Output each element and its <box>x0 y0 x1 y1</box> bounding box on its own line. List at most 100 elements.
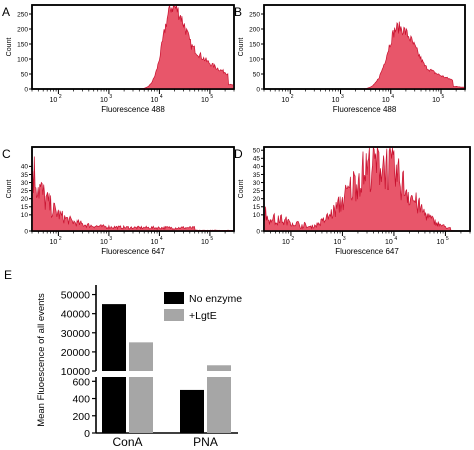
panel-letter: C <box>2 147 11 161</box>
x-tick-exponent: 5 <box>442 94 445 100</box>
x-tick-label: 10 <box>151 239 159 246</box>
y-tick-label: 50 <box>253 148 261 155</box>
x-tick-label: 10 <box>50 97 58 104</box>
x-tick-label: 10 <box>151 97 159 104</box>
x-tick-exponent: 4 <box>160 236 163 242</box>
y-tick-label: 100 <box>17 56 28 63</box>
y-tick-label: 600 <box>72 376 90 388</box>
x-tick-exponent: 4 <box>391 94 394 100</box>
y-tick-label: 25 <box>253 188 261 195</box>
x-tick-label: 10 <box>334 239 342 246</box>
x-tick-exponent: 3 <box>109 236 112 242</box>
x-tick-label: 10 <box>382 97 390 104</box>
bar-cona-lgte <box>129 342 153 433</box>
bar-pna-no-enzyme <box>180 389 204 433</box>
x-tick-exponent: 5 <box>210 94 213 100</box>
x-tick-label: 10 <box>437 239 445 246</box>
y-tick-label: 0 <box>24 86 28 93</box>
y-tick-label: 30000 <box>61 328 90 340</box>
y-tick-label: 30 <box>253 180 261 187</box>
x-tick-exponent: 4 <box>394 236 397 242</box>
x-tick-exponent: 2 <box>59 94 62 100</box>
y-tick-label: 250 <box>17 11 28 18</box>
x-tick-exponent: 3 <box>341 94 344 100</box>
y-tick-label: 10000 <box>61 366 90 378</box>
y-tick-label: 35 <box>21 172 29 179</box>
y-tick-label: 0 <box>256 86 260 93</box>
legend-label: +LgtE <box>189 310 217 322</box>
panel-letter: A <box>2 5 10 19</box>
x-axis-label: Fluorescence 488 <box>101 105 165 114</box>
bar-panel-e: E 10000 20000 30000 40000 50000 0 200 400 600 Mean… <box>4 268 242 449</box>
histogram-area <box>263 147 471 232</box>
y-axis-label: Count <box>6 38 13 57</box>
y-tick-label: 0 <box>84 428 90 440</box>
bar-pna-lgte <box>207 365 231 433</box>
x-axis-label: Fluorescence 647 <box>101 247 165 256</box>
x-tick-exponent: 2 <box>59 236 62 242</box>
y-tick-label: 250 <box>249 11 260 18</box>
y-tick-label: 10 <box>253 212 261 219</box>
y-tick-label: 50000 <box>61 290 90 302</box>
y-tick-label: 0 <box>24 228 28 235</box>
y-tick-label: 200 <box>72 411 90 423</box>
y-tick-label: 50 <box>253 71 261 78</box>
y-tick-label: 15 <box>253 204 261 211</box>
y-tick-label: 45 <box>253 156 261 163</box>
y-tick-label: 200 <box>17 26 28 33</box>
y-tick-label: 20000 <box>61 347 90 359</box>
y-tick-label: 100 <box>249 56 260 63</box>
y-tick-label: 25 <box>21 188 29 195</box>
x-tick-label: 10 <box>201 97 209 104</box>
x-tick-label: 10 <box>100 97 108 104</box>
x-tick-exponent: 3 <box>109 94 112 100</box>
x-tick-label: 10 <box>281 97 289 104</box>
x-tick-label: 10 <box>332 97 340 104</box>
y-tick-label: 10 <box>21 212 29 219</box>
panel-letter: E <box>4 268 12 282</box>
x-tick-exponent: 5 <box>210 236 213 242</box>
x-tick-exponent: 2 <box>291 236 294 242</box>
x-tick-label: 10 <box>432 97 440 104</box>
y-tick-label: 50 <box>21 71 29 78</box>
panel-letter: B <box>234 5 242 19</box>
y-tick-label: 15 <box>21 204 29 211</box>
y-tick-label: 150 <box>249 41 260 48</box>
x-tick-label: 10 <box>282 239 290 246</box>
y-axis-label: Mean Fluoescence of all events <box>36 293 47 427</box>
panel-letter: D <box>234 147 243 161</box>
y-tick-label: 20 <box>21 196 29 203</box>
y-axis-label: Count <box>6 180 13 199</box>
y-tick-label: 40000 <box>61 309 90 321</box>
legend-swatch <box>164 292 184 304</box>
x-tick-label: 10 <box>50 239 58 246</box>
x-axis-label: Fluorescence 488 <box>333 105 397 114</box>
y-tick-label: 400 <box>72 394 90 406</box>
y-tick-label: 20 <box>253 196 261 203</box>
bar-cona-no-enzyme <box>102 304 126 433</box>
y-tick-label: 40 <box>253 164 261 171</box>
y-axis-label: Count <box>238 180 245 199</box>
y-axis-label: Count <box>238 38 245 57</box>
y-tick-label: 0 <box>256 228 260 235</box>
x-axis-label: Fluorescence 647 <box>335 247 399 256</box>
x-tick-exponent: 3 <box>343 236 346 242</box>
y-tick-label: 35 <box>253 172 261 179</box>
x-tick-label: 10 <box>201 239 209 246</box>
y-tick-label: 30 <box>21 180 29 187</box>
x-tick-label: 10 <box>100 239 108 246</box>
y-tick-label: 150 <box>17 41 28 48</box>
category-label: PNA <box>193 435 218 449</box>
y-tick-label: 40 <box>21 164 29 171</box>
legend: No enzyme +LgtE <box>164 292 242 322</box>
x-tick-label: 10 <box>385 239 393 246</box>
y-tick-label: 200 <box>249 26 260 33</box>
legend-label: No enzyme <box>189 293 242 305</box>
x-tick-exponent: 4 <box>160 94 163 100</box>
x-tick-exponent: 2 <box>291 94 294 100</box>
